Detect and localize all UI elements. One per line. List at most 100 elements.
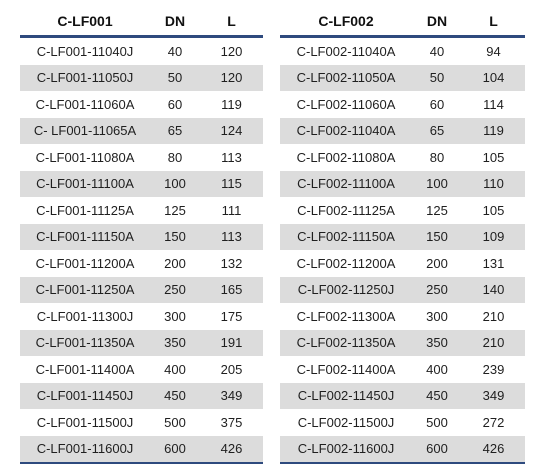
cell-l: 205 — [220, 361, 243, 377]
cell-l: 191 — [200, 329, 263, 356]
table-row: C-LF001-11080A 80 113 — [20, 144, 263, 171]
column-header-dn: DN — [412, 6, 462, 38]
cell-model: C-LF001-11600J — [20, 435, 150, 464]
table-row: C-LF002-11400A 400 239 — [280, 356, 525, 383]
cell-dn: 100 — [150, 170, 200, 197]
cell-dn: 125 — [164, 202, 186, 218]
cell-model: C-LF001-11080A — [35, 149, 135, 165]
cell-model: C-LF002-11450J — [280, 382, 412, 409]
cell-dn: 40 — [167, 43, 183, 59]
cell-l: 210 — [482, 308, 505, 324]
cell-dn: 65 — [150, 117, 200, 144]
table-row: C-LF001-11400A 400 205 — [20, 356, 263, 383]
cell-dn: 100 — [412, 170, 462, 197]
cell-l: 165 — [200, 276, 263, 303]
cell-dn: 65 — [412, 117, 462, 144]
cell-dn: 600 — [150, 435, 200, 464]
header-row: C-LF002 DN L — [280, 6, 525, 38]
table-row: C-LF002-11250J 250 140 — [280, 276, 525, 303]
cell-l: 124 — [200, 117, 263, 144]
cell-model: C-LF002-11600J — [280, 435, 412, 464]
table-row: C-LF001-11060A 60 119 — [20, 91, 263, 118]
cell-l: 120 — [220, 43, 243, 59]
table-row: C-LF001-11200A 200 132 — [20, 250, 263, 277]
cell-dn: 40 — [429, 43, 445, 59]
cell-l: 426 — [462, 435, 525, 464]
cell-l: 105 — [482, 202, 505, 218]
column-header-l: L — [462, 6, 525, 38]
table-row: C-LF002-11500J 500 272 — [280, 409, 525, 436]
cell-l: 105 — [482, 149, 505, 165]
cell-dn: 450 — [412, 382, 462, 409]
cell-l: 109 — [462, 223, 525, 250]
header-row: C-LF001 DN L — [20, 6, 263, 38]
cell-model: C-LF001-11400A — [35, 361, 135, 377]
cell-model: C-LF001-11100A — [20, 170, 150, 197]
cell-l: 114 — [483, 96, 504, 112]
table-row: C-LF001-11125A 125 111 — [20, 197, 263, 224]
cell-model: C-LF002-11300A — [296, 308, 396, 324]
cell-model: C-LF001-11060A — [35, 96, 135, 112]
table-c-lf002: C-LF002 DN L C-LF002-11040A 40 94 C-LF002-1… — [280, 6, 525, 464]
cell-l: 239 — [482, 361, 505, 377]
cell-dn: 600 — [412, 435, 462, 464]
table-row: C-LF002-11600J 600 426 — [280, 435, 525, 464]
cell-l: 210 — [462, 329, 525, 356]
cell-model: C-LF001-11300J — [36, 308, 134, 324]
cell-l: 426 — [200, 435, 263, 464]
table-row: C-LF001-11500J 500 375 — [20, 409, 263, 436]
cell-model: C-LF001-11150A — [20, 223, 150, 250]
cell-model: C-LF002-11060A — [296, 96, 396, 112]
cell-dn: 50 — [150, 64, 200, 91]
cell-model: C-LF002-11050A — [280, 64, 412, 91]
cell-l: 120 — [200, 64, 263, 91]
table-row: C-LF002-11300A 300 210 — [280, 303, 525, 330]
cell-model: C- LF001-11065A — [20, 117, 150, 144]
cell-l: 115 — [200, 170, 263, 197]
cell-l: 119 — [221, 96, 242, 112]
table-row: C-LF002-11200A 200 131 — [280, 250, 525, 277]
cell-l: 113 — [200, 223, 263, 250]
cell-dn: 350 — [150, 329, 200, 356]
cell-l: 272 — [482, 414, 505, 430]
table-row: C-LF002-11100A 100 110 — [280, 170, 525, 197]
cell-model: C-LF002-11250J — [280, 276, 412, 303]
cell-l: 375 — [220, 414, 243, 430]
table-row: C-LF001-11600J 600 426 — [20, 435, 263, 464]
cell-dn: 250 — [150, 276, 200, 303]
column-header-dn: DN — [150, 6, 200, 38]
cell-model: C-LF002-11350A — [280, 329, 412, 356]
cell-dn: 250 — [412, 276, 462, 303]
cell-model: C-LF001-11350A — [20, 329, 150, 356]
cell-l: 113 — [221, 149, 242, 165]
table-row: C-LF002-11060A 60 114 — [280, 91, 525, 118]
cell-dn: 450 — [150, 382, 200, 409]
cell-model: C-LF002-11080A — [296, 149, 396, 165]
table-row: C- LF001-11065A 65 124 — [20, 117, 263, 144]
cell-model: C-LF001-11050J — [20, 64, 150, 91]
cell-model: C-LF002-11200A — [296, 255, 396, 271]
table-row: C-LF001-11150A 150 113 — [20, 223, 263, 250]
cell-model: C-LF002-11040A — [280, 117, 412, 144]
table-row: C-LF002-11040A 40 94 — [280, 37, 525, 65]
cell-dn: 400 — [164, 361, 186, 377]
cell-dn: 300 — [426, 308, 448, 324]
cell-model: C-LF002-11150A — [280, 223, 412, 250]
table-row: C-LF002-11450J 450 349 — [280, 382, 525, 409]
table-row: C-LF002-11350A 350 210 — [280, 329, 525, 356]
cell-dn: 200 — [164, 255, 186, 271]
cell-l: 132 — [220, 255, 243, 271]
cell-l: 104 — [462, 64, 525, 91]
table-row: C-LF002-11050A 50 104 — [280, 64, 525, 91]
cell-model: C-LF001-11200A — [35, 255, 135, 271]
cell-model: C-LF001-11040J — [36, 43, 134, 59]
cell-dn: 60 — [429, 96, 445, 112]
cell-l: 131 — [482, 255, 505, 271]
cell-dn: 350 — [412, 329, 462, 356]
table-row: C-LF002-11150A 150 109 — [280, 223, 525, 250]
cell-l: 140 — [462, 276, 525, 303]
column-header-model: C-LF002 — [280, 6, 412, 38]
table-row: C-LF001-11450J 450 349 — [20, 382, 263, 409]
table-row: C-LF001-11250A 250 165 — [20, 276, 263, 303]
table-row: C-LF001-11300J 300 175 — [20, 303, 263, 330]
